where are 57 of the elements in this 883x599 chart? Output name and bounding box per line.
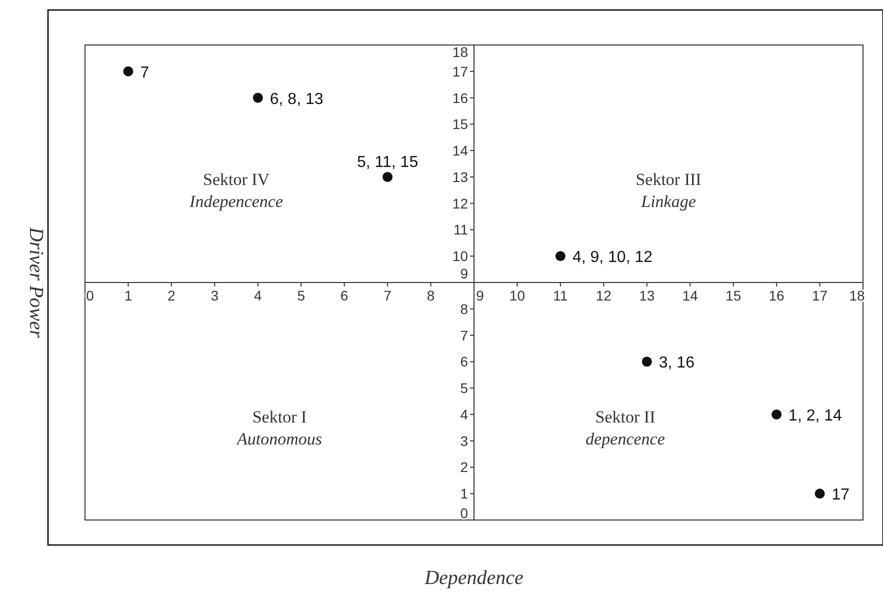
annotation: 5, 11, 15	[357, 154, 418, 171]
x-tick-label: 11	[553, 288, 568, 304]
y-axis-title: Driver Power	[25, 226, 47, 338]
x-axis-title: Dependence	[424, 567, 524, 589]
x-tick-label: 6	[340, 288, 348, 304]
x-tick-label: 7	[384, 288, 392, 304]
x-tick-label: 15	[726, 288, 742, 304]
y-tick-label: 14	[452, 142, 468, 159]
x-tick-label: 17	[812, 288, 828, 304]
point	[252, 92, 263, 103]
point	[555, 251, 566, 262]
y-tick-label: 1	[460, 486, 468, 502]
y-tick-label: 16	[452, 90, 468, 106]
x-tick-label: 1	[124, 288, 132, 304]
point	[772, 409, 782, 420]
y-tick-label: 11	[453, 222, 468, 238]
y-tick-label: 10	[452, 248, 468, 264]
y-tick-label: 2	[460, 459, 468, 476]
y-tick-label: 18	[452, 44, 468, 60]
x-tick-label: 12	[596, 288, 612, 304]
point	[642, 356, 652, 367]
y-tick-label: 17	[452, 63, 468, 80]
annotation: Sektor III Linkage	[636, 170, 702, 211]
y-tick-label: 6	[460, 354, 468, 370]
y-tick-label: 13	[452, 168, 468, 185]
x-tick-label: 13	[639, 288, 655, 304]
x-tick-label: 0	[86, 288, 94, 304]
y-tick-label: 0	[460, 505, 468, 521]
x-tick-label: 14	[682, 288, 698, 304]
annotation: 7	[140, 64, 150, 82]
x-tick-label: 5	[297, 288, 306, 304]
x-tick-label: 8	[426, 288, 435, 304]
y-tick-label: 5	[460, 380, 468, 396]
x-tick-label: 10	[509, 288, 526, 304]
annotation: 3, 16	[658, 354, 695, 372]
point	[123, 66, 134, 76]
x-tick-label: 16	[768, 288, 785, 304]
y-tick-label: 8	[460, 300, 468, 317]
annotation: 17	[832, 486, 850, 504]
point	[382, 172, 393, 182]
annotation: Sektor I Autonomous	[236, 407, 322, 448]
annotation: Sektor IV Indepencence	[188, 170, 284, 211]
y-tick-label: 4	[460, 406, 468, 422]
y-tick-label: 3	[460, 432, 468, 449]
x-tick-label: 9	[476, 288, 484, 304]
point	[814, 488, 825, 499]
x-tick-label: 3	[210, 288, 219, 304]
y-tick-label: 7	[460, 327, 468, 344]
annotation: 6, 8, 13	[270, 90, 324, 108]
annotation: 1, 2, 14	[788, 407, 842, 424]
x-tick-label: 4	[254, 288, 262, 304]
annotation: 4, 9, 10, 12	[572, 249, 653, 266]
y-tick-label: 9	[460, 266, 468, 282]
annotation: Sektor II depencence	[586, 407, 666, 448]
y-tick-label: 15	[452, 116, 468, 132]
x-tick-label: 2	[168, 288, 176, 304]
y-tick-label: 12	[452, 195, 468, 212]
